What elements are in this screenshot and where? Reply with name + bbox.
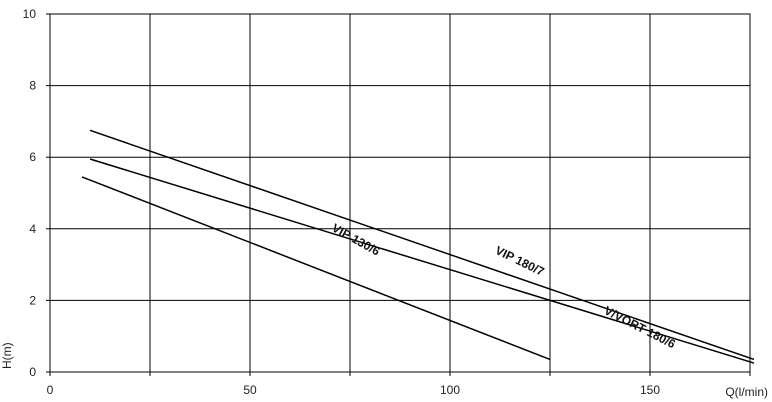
y-tick-labels: 0 2 4 6 8 10: [23, 7, 37, 379]
series-label: VIP 130/6: [330, 221, 383, 259]
series-line: [89, 158, 755, 364]
y-tick-label: 6: [29, 150, 36, 164]
series-label: VIP 180/7: [493, 243, 547, 279]
series-lines: [81, 129, 755, 364]
x-tick-label: 0: [47, 383, 54, 397]
x-tick-labels: 0 50 100 150: [47, 383, 661, 397]
y-tick-label: 2: [29, 293, 36, 307]
y-tick-label: 0: [29, 365, 36, 379]
series-label: V/VORT 180/6: [602, 303, 678, 351]
x-tick-label: 100: [440, 383, 460, 397]
y-axis-label: H(m): [0, 342, 14, 369]
x-tick-label: 150: [640, 383, 660, 397]
x-tick-label: 50: [243, 383, 257, 397]
y-tick-label: 10: [23, 7, 37, 21]
series-line: [81, 176, 551, 361]
grid: [46, 13, 751, 376]
plot-frame: [49, 13, 751, 373]
series-line: [89, 129, 755, 361]
y-tick-label: 8: [29, 79, 36, 93]
x-axis-label: Q(l/min): [725, 385, 768, 399]
y-tick-label: 4: [29, 222, 36, 236]
